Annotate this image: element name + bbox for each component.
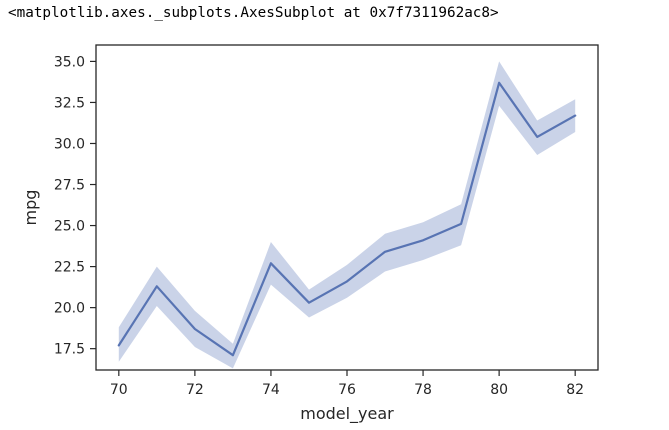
y-tick-label: 27.5 [54, 178, 85, 194]
x-tick-label: 72 [186, 382, 204, 398]
plot-area [117, 61, 577, 369]
y-tick-label: 35.0 [54, 54, 85, 70]
x-tick-label: 78 [414, 382, 432, 398]
x-tick-label: 70 [110, 382, 128, 398]
y-tick-label: 20.0 [54, 301, 85, 317]
y-tick-label: 22.5 [54, 260, 85, 276]
x-tick-label: 74 [262, 382, 280, 398]
confidence-band [118, 61, 576, 369]
y-tick-label: 30.0 [54, 136, 85, 152]
x-tick-label: 80 [490, 382, 508, 398]
x-tick-label: 82 [566, 382, 584, 398]
x-axis-label: model_year [300, 404, 394, 424]
series-line [117, 81, 577, 357]
axis-ticks: 70 72 74 76 78 80 82 17.5 20.0 22.5 25.0 27.5 30.0 32… [54, 54, 584, 398]
y-tick-label: 17.5 [54, 342, 85, 358]
output-repr-text: <matplotlib.axes._subplots.AxesSubplot a… [8, 5, 499, 21]
y-tick-label: 25.0 [54, 219, 85, 235]
y-axis-label: mpg [21, 190, 40, 226]
y-tick-label: 32.5 [54, 95, 85, 111]
x-tick-label: 76 [338, 382, 356, 398]
